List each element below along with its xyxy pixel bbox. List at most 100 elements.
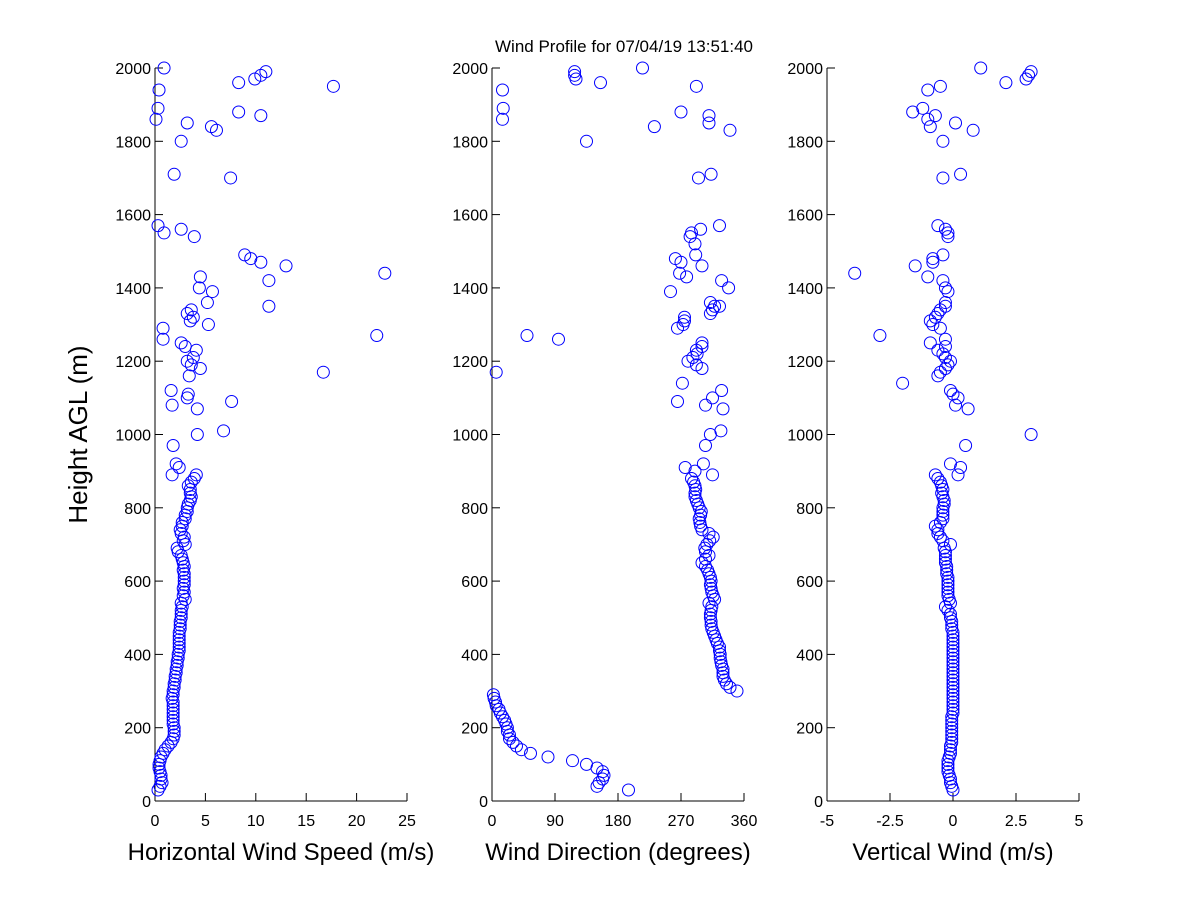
data-point bbox=[946, 636, 960, 650]
y-tick-label: 1000 bbox=[115, 428, 151, 445]
data-point bbox=[706, 391, 719, 405]
data-point bbox=[716, 669, 730, 683]
data-point bbox=[178, 512, 192, 526]
data-point bbox=[172, 636, 186, 650]
data-point bbox=[184, 358, 198, 372]
data-point bbox=[938, 556, 952, 570]
data-point bbox=[158, 743, 172, 757]
data-point bbox=[951, 468, 965, 482]
y-tick-label: 1800 bbox=[452, 134, 488, 151]
data-point bbox=[702, 526, 716, 540]
data-point bbox=[940, 563, 954, 577]
data-point bbox=[943, 537, 957, 551]
data-point bbox=[173, 622, 187, 636]
data-point bbox=[170, 658, 184, 672]
data-point bbox=[941, 358, 955, 372]
data-point bbox=[692, 171, 705, 185]
data-point bbox=[946, 680, 960, 694]
data-point bbox=[174, 222, 188, 236]
data-point bbox=[149, 112, 163, 126]
data-point bbox=[1019, 72, 1033, 86]
data-point bbox=[974, 61, 988, 75]
data-point bbox=[193, 362, 207, 376]
data-point bbox=[156, 332, 170, 346]
data-point bbox=[921, 112, 935, 126]
data-point bbox=[943, 384, 957, 398]
data-point bbox=[169, 666, 183, 680]
data-point bbox=[694, 222, 708, 236]
y-tick-label: 2000 bbox=[115, 61, 151, 78]
data-point bbox=[946, 658, 960, 672]
data-point bbox=[514, 743, 528, 757]
data-point bbox=[200, 296, 214, 310]
data-point bbox=[177, 574, 191, 588]
data-point bbox=[187, 230, 201, 244]
data-point bbox=[177, 578, 191, 592]
data-point bbox=[647, 120, 661, 134]
data-point bbox=[941, 603, 955, 617]
data-point bbox=[946, 633, 960, 647]
data-point bbox=[946, 688, 960, 702]
x-axis-label: Horizontal Wind Speed (m/s) bbox=[128, 839, 435, 866]
data-point bbox=[510, 739, 523, 753]
data-point bbox=[906, 105, 920, 119]
data-point bbox=[704, 618, 718, 632]
data-point bbox=[186, 351, 200, 365]
x-tick-label: 5 bbox=[1075, 813, 1084, 830]
data-point bbox=[705, 600, 719, 614]
data-point bbox=[931, 523, 945, 537]
data-point bbox=[943, 746, 957, 760]
data-point bbox=[189, 468, 203, 482]
data-point bbox=[496, 83, 509, 97]
y-tick-label: 200 bbox=[796, 721, 823, 738]
data-point bbox=[936, 482, 950, 496]
data-point bbox=[174, 134, 188, 148]
data-point bbox=[174, 607, 188, 621]
data-point bbox=[949, 116, 963, 130]
data-point bbox=[715, 384, 729, 398]
data-point bbox=[689, 358, 703, 372]
x-tick-label: 15 bbox=[297, 813, 315, 830]
data-point bbox=[172, 644, 186, 658]
data-point bbox=[945, 721, 959, 735]
data-point bbox=[175, 515, 189, 529]
data-point bbox=[938, 351, 952, 365]
data-point bbox=[921, 83, 935, 97]
data-point bbox=[946, 655, 960, 669]
data-point bbox=[946, 629, 960, 643]
x-tick-label: 0 bbox=[151, 813, 160, 830]
data-point bbox=[722, 281, 736, 295]
data-point bbox=[688, 490, 702, 504]
data-point bbox=[187, 471, 201, 485]
data-point bbox=[238, 248, 252, 262]
data-point bbox=[941, 230, 955, 244]
data-point bbox=[923, 120, 937, 134]
data-point bbox=[165, 398, 179, 412]
x-tick-label: -5 bbox=[820, 813, 834, 830]
data-point bbox=[205, 285, 219, 299]
data-point bbox=[689, 79, 703, 93]
data-point bbox=[933, 475, 947, 489]
data-point bbox=[938, 548, 952, 562]
data-point bbox=[503, 732, 516, 746]
data-point bbox=[678, 314, 691, 328]
data-point bbox=[928, 310, 942, 324]
data-point bbox=[506, 735, 520, 749]
x-tick-label: 90 bbox=[546, 813, 564, 830]
data-point bbox=[943, 611, 957, 625]
data-point bbox=[926, 252, 940, 266]
data-point bbox=[945, 717, 959, 731]
data-point bbox=[938, 222, 952, 236]
horizontal-wind-speed-panel: 0 200 400 600 800 1000 1200 1400 1600 1800 2000 0 5 1… bbox=[63, 61, 434, 866]
data-point bbox=[167, 167, 181, 181]
data-point bbox=[225, 395, 239, 409]
data-point bbox=[496, 710, 509, 724]
data-point bbox=[166, 713, 180, 727]
data-point bbox=[326, 79, 340, 93]
data-point bbox=[946, 699, 960, 713]
data-point bbox=[702, 548, 716, 562]
data-point bbox=[959, 438, 973, 452]
data-point bbox=[941, 589, 955, 603]
data-point bbox=[636, 61, 649, 75]
